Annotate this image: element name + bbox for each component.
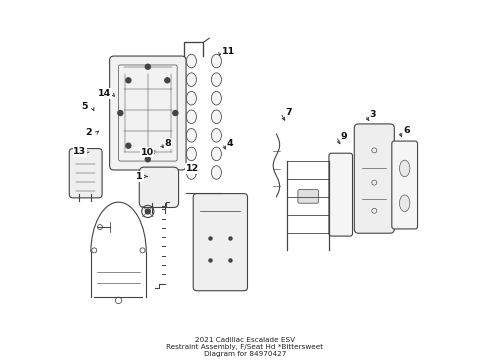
- Ellipse shape: [186, 166, 196, 179]
- Text: 5: 5: [81, 102, 88, 111]
- Ellipse shape: [211, 110, 221, 123]
- Ellipse shape: [211, 73, 221, 86]
- Text: 2: 2: [85, 129, 92, 138]
- FancyBboxPatch shape: [110, 56, 186, 170]
- FancyBboxPatch shape: [139, 167, 178, 207]
- Circle shape: [173, 111, 178, 116]
- Ellipse shape: [186, 110, 196, 123]
- Text: 12: 12: [186, 164, 199, 173]
- Ellipse shape: [211, 91, 221, 105]
- FancyBboxPatch shape: [193, 194, 247, 291]
- Ellipse shape: [211, 166, 221, 179]
- FancyBboxPatch shape: [354, 124, 394, 233]
- Text: 11: 11: [221, 47, 235, 56]
- Text: 8: 8: [165, 139, 172, 148]
- Text: 10: 10: [141, 148, 154, 157]
- Text: 9: 9: [341, 132, 347, 141]
- Ellipse shape: [399, 195, 410, 212]
- Circle shape: [165, 143, 170, 148]
- Ellipse shape: [186, 91, 196, 105]
- FancyBboxPatch shape: [392, 141, 417, 229]
- Text: 4: 4: [227, 139, 233, 148]
- Ellipse shape: [399, 160, 410, 177]
- Ellipse shape: [186, 73, 196, 86]
- Circle shape: [146, 64, 150, 69]
- Circle shape: [146, 157, 150, 162]
- Ellipse shape: [186, 54, 196, 68]
- Text: 3: 3: [369, 111, 376, 120]
- Text: 14: 14: [98, 89, 111, 98]
- Circle shape: [118, 111, 123, 116]
- Circle shape: [165, 78, 170, 83]
- Text: 7: 7: [285, 108, 292, 117]
- Ellipse shape: [186, 147, 196, 161]
- FancyBboxPatch shape: [329, 153, 352, 236]
- Ellipse shape: [211, 54, 221, 68]
- Circle shape: [126, 143, 131, 148]
- Text: 1: 1: [136, 172, 143, 181]
- Ellipse shape: [211, 147, 221, 161]
- Ellipse shape: [186, 129, 196, 142]
- Circle shape: [146, 209, 150, 214]
- Ellipse shape: [211, 129, 221, 142]
- Text: 13: 13: [74, 147, 87, 156]
- FancyBboxPatch shape: [69, 149, 102, 198]
- Text: 2021 Cadillac Escalade ESV
Restraint Assembly, F/Seat Hd *Bittersweet
Diagram fo: 2021 Cadillac Escalade ESV Restraint Ass…: [167, 337, 323, 357]
- FancyBboxPatch shape: [298, 190, 319, 203]
- Text: 6: 6: [403, 126, 410, 135]
- Circle shape: [126, 78, 131, 83]
